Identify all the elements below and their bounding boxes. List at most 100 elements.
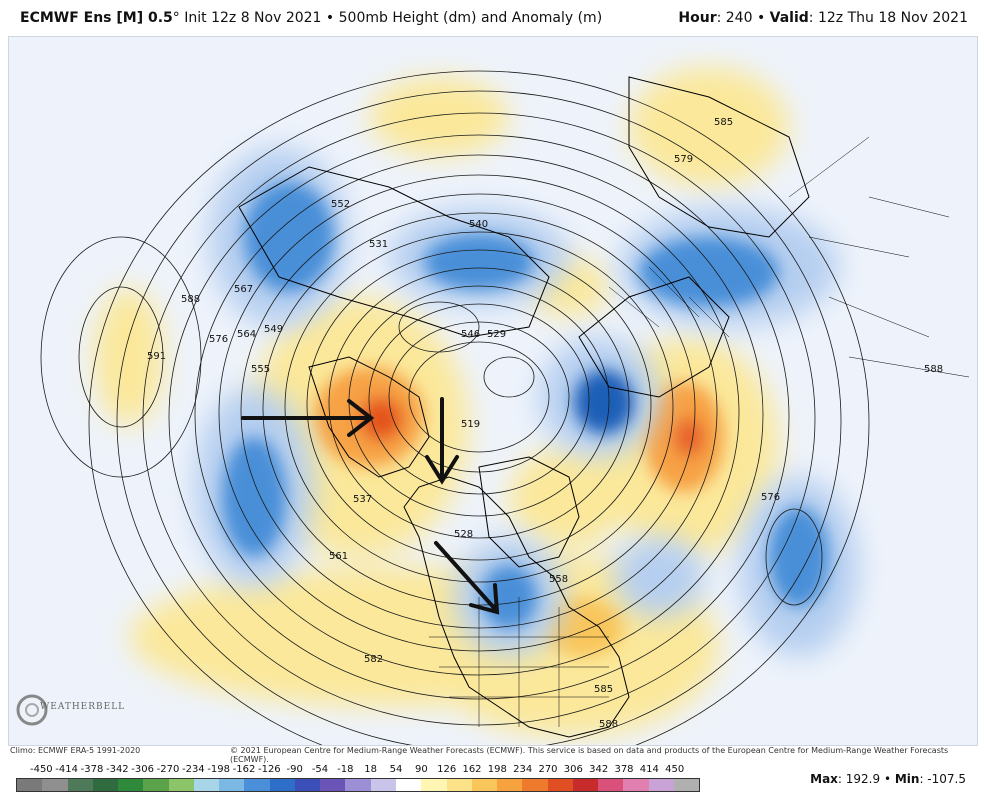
legend-swatch: [370, 779, 396, 791]
coast-north-america: [403, 476, 630, 738]
legend-tick-label: -18: [337, 764, 354, 775]
anomaly-yellow-north: [369, 77, 509, 157]
legend-tick-label: -270: [156, 764, 180, 775]
header-bar: ECMWF Ens [M] 0.5° Init 12z 8 Nov 2021 •…: [0, 0, 984, 36]
contour-label: 588: [181, 294, 200, 305]
legend-tick-label: -198: [207, 764, 231, 775]
contour-label: 540: [469, 219, 488, 230]
max-min-readout: Max: 192.9 • Min: -107.5: [810, 772, 966, 786]
coast-greenland: [478, 456, 580, 568]
arrow-southeast: [434, 541, 500, 615]
legend-tick-label: 90: [414, 764, 428, 775]
hour-value: : 240 •: [716, 10, 770, 26]
anomaly-red-europe: [673, 417, 705, 457]
legend-tick-label: -450: [29, 764, 53, 775]
anomaly-blue-natl: [614, 537, 704, 617]
contour-label: 582: [364, 654, 383, 665]
anomaly-mid-arctic: [424, 234, 534, 290]
field-description: 500mb Height (dm) and Anomaly (m): [338, 10, 603, 26]
borders: [429, 136, 970, 727]
annotation-arrows: [241, 397, 500, 615]
legend-tick-label: -342: [105, 764, 129, 775]
legend-tick-label: 54: [389, 764, 403, 775]
coast-africa: [628, 76, 810, 238]
logo-text: WEATHERBELL: [40, 702, 126, 712]
legend-swatch: [598, 779, 624, 791]
negative-anomaly-core: [222, 182, 829, 629]
anomaly-orange-eastus: [544, 597, 624, 657]
legend-tick-label: 414: [639, 764, 659, 775]
legend-swatch: [244, 779, 270, 791]
product-name: ECMWF Ens [M] 0.5: [20, 10, 173, 26]
separator: •: [321, 10, 339, 26]
legend-tick-label: 342: [589, 764, 609, 775]
legend-tick-label: -54: [311, 764, 329, 775]
legend-tick-label: 198: [487, 764, 507, 775]
legend-swatch: [497, 779, 523, 791]
valid-label: Valid: [769, 10, 809, 26]
legend-swatch: [673, 779, 700, 791]
legend-swatch: [193, 779, 220, 791]
contour-label: 519: [461, 419, 480, 430]
weatherbell-logo: WEATHERBELL: [12, 690, 124, 730]
contour-label: 549: [264, 324, 283, 335]
legend-swatch: [345, 779, 371, 791]
contour-label: 537: [353, 494, 372, 505]
logo-swirl-icon: [16, 694, 48, 726]
contour-label: 561: [329, 551, 348, 562]
min-value: : -107.5: [919, 772, 966, 786]
legend-swatch: [623, 779, 649, 791]
coast-europe: [578, 276, 730, 398]
climo-source: Climo: ECMWF ERA-5 1991-2020: [10, 746, 141, 755]
contour-labels: 552 540 531 519 528 537 546 555 564 567 …: [147, 117, 943, 730]
legend-tick-labels: -450 -414 -378 -342 -306 -270 -234 -198 -162 -126…: [12, 764, 712, 778]
legend-tick-label: -378: [80, 764, 104, 775]
contour-label: 588: [924, 364, 943, 375]
legend-swatch: [42, 779, 68, 791]
contour-label: 564: [237, 329, 256, 340]
legend-tick-label: -126: [257, 764, 281, 775]
legend-swatch: [17, 779, 43, 791]
map-canvas: 552 540 531 519 528 537 546 555 564 567 …: [40, 67, 970, 745]
contour-label: 528: [454, 529, 473, 540]
anomaly-yellow-ne: [629, 67, 789, 187]
contour-label: 546: [461, 329, 480, 340]
anomaly-strong-greenland: [574, 370, 634, 434]
anomaly-mid-canada: [481, 565, 537, 629]
legend-tick-label: 162: [462, 764, 482, 775]
contour-label: 552: [331, 199, 350, 210]
legend-colorbar: [16, 778, 700, 792]
legend-tick-label: -90: [286, 764, 303, 775]
hour-label: Hour: [678, 10, 717, 26]
legend-tick-label: 126: [437, 764, 457, 775]
contour-label: 567: [234, 284, 253, 295]
anomaly-mid-pacific: [222, 437, 286, 557]
legend-swatch: [522, 779, 548, 791]
valid-value: : 12z Thu 18 Nov 2021: [808, 10, 968, 26]
contour-label: 558: [549, 574, 568, 585]
legend-tick-label: -162: [232, 764, 256, 775]
legend-tick-label: 18: [364, 764, 378, 775]
contour-label: 585: [594, 684, 613, 695]
coastlines: [238, 76, 810, 738]
anomaly-map[interactable]: 552 540 531 519 528 537 546 555 564 567 …: [8, 36, 978, 746]
legend-swatch: [446, 779, 472, 791]
legend-tick-label: -306: [131, 764, 155, 775]
anomaly-yellow-greenland: [509, 447, 629, 547]
max-value: : 192.9 •: [837, 772, 895, 786]
valid-time: Hour: 240 • Valid: 12z Thu 18 Nov 2021: [678, 0, 968, 36]
legend-swatch: [572, 779, 599, 791]
anomaly-mid-scand: [639, 237, 779, 307]
anomaly-mid-atlantic: [769, 507, 829, 607]
legend-tick-label: 378: [614, 764, 634, 775]
contour-label: 529: [487, 329, 506, 340]
legend-swatch: [118, 779, 144, 791]
legend-tick-label: -414: [55, 764, 79, 775]
legend-swatch: [92, 779, 119, 791]
max-label: Max: [810, 772, 838, 786]
legend-tick-label: 234: [513, 764, 533, 775]
positive-anomaly-core: [314, 367, 724, 657]
contour-label: 576: [761, 492, 780, 503]
legend-swatch: [269, 779, 295, 791]
contour-label: 588: [599, 719, 618, 730]
